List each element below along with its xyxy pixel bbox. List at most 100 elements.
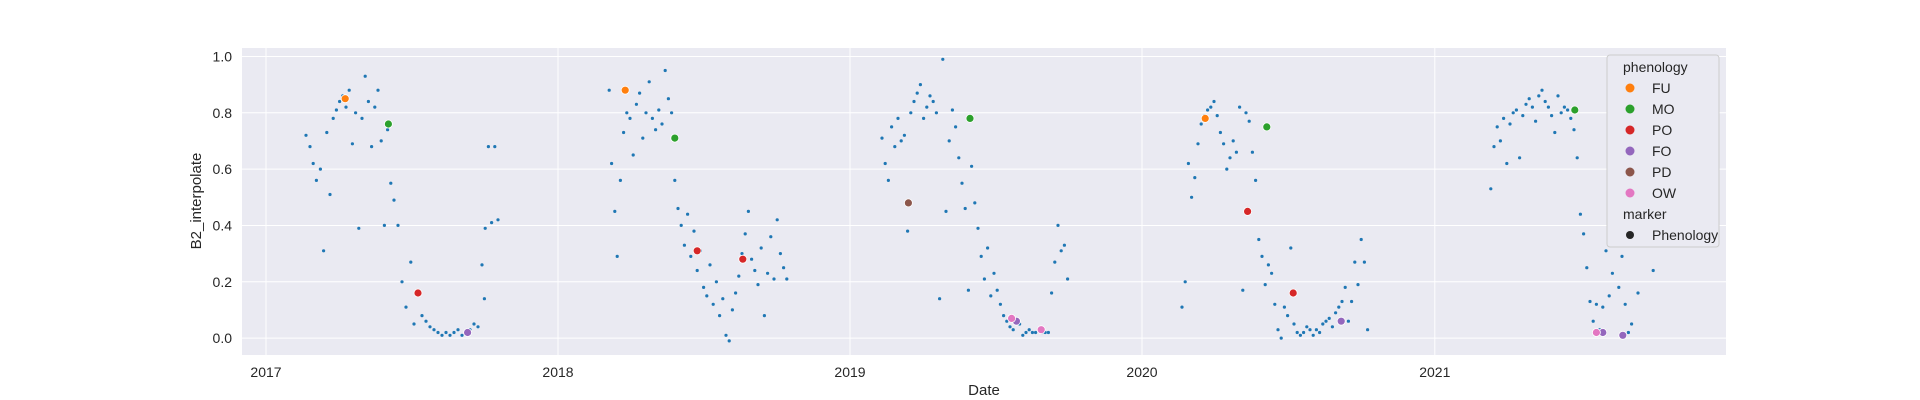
data-point xyxy=(1180,305,1184,309)
data-point xyxy=(676,206,680,211)
data-point xyxy=(718,314,722,318)
data-point xyxy=(1530,105,1534,109)
data-point xyxy=(1241,288,1245,292)
x-tick-label: 2019 xyxy=(834,364,865,380)
data-point xyxy=(1066,277,1070,281)
data-point xyxy=(347,88,351,92)
data-point xyxy=(1318,330,1322,335)
data-point xyxy=(424,319,428,323)
data-point xyxy=(1562,105,1566,109)
data-point xyxy=(938,297,942,301)
data-point xyxy=(740,252,744,256)
data-point xyxy=(1553,130,1557,135)
data-point xyxy=(1218,130,1222,135)
data-point xyxy=(906,229,910,233)
data-point xyxy=(493,145,497,149)
data-point xyxy=(328,192,332,197)
phenology-point-po xyxy=(738,254,748,264)
data-point xyxy=(1591,319,1595,323)
x-tick-label: 2021 xyxy=(1419,364,1450,380)
data-point xyxy=(1630,322,1634,326)
data-point xyxy=(714,280,719,284)
data-point xyxy=(1601,305,1605,309)
data-point xyxy=(1511,111,1515,115)
data-point xyxy=(759,246,763,250)
data-point xyxy=(610,161,614,166)
data-point xyxy=(638,91,642,95)
data-point xyxy=(1053,260,1057,264)
data-point xyxy=(1186,161,1190,166)
phenology-point-mo xyxy=(670,133,680,143)
data-point xyxy=(666,97,671,101)
data-point xyxy=(982,277,987,281)
data-point xyxy=(1582,232,1586,236)
data-point xyxy=(460,333,464,337)
data-point xyxy=(472,322,476,326)
data-point xyxy=(1588,299,1592,304)
data-point xyxy=(1270,271,1274,275)
phenology-point-mo xyxy=(1262,122,1272,132)
data-point xyxy=(1527,97,1531,101)
data-point xyxy=(727,339,731,343)
data-point xyxy=(1594,302,1598,306)
data-point xyxy=(1276,328,1280,332)
data-point xyxy=(1340,299,1344,304)
data-point xyxy=(1505,161,1509,166)
data-point xyxy=(1225,167,1229,171)
data-point xyxy=(766,271,770,275)
data-point xyxy=(1002,314,1006,318)
data-point xyxy=(1008,325,1012,329)
data-point xyxy=(370,145,374,149)
data-point xyxy=(631,153,635,157)
data-point xyxy=(1359,237,1363,242)
data-point xyxy=(775,218,779,222)
data-point xyxy=(1244,111,1248,115)
data-point xyxy=(918,83,923,87)
data-point xyxy=(448,333,452,337)
data-point xyxy=(1263,283,1267,287)
data-point xyxy=(1508,122,1512,126)
data-point xyxy=(1247,119,1251,123)
data-point xyxy=(724,333,728,337)
data-point xyxy=(1193,176,1197,180)
data-point xyxy=(1518,156,1522,160)
data-point xyxy=(654,128,658,132)
data-point xyxy=(628,116,632,120)
y-axis-label: B2_interpolate xyxy=(188,153,205,250)
data-point xyxy=(322,249,326,253)
data-point xyxy=(1314,328,1318,332)
legend-label-pd: PD xyxy=(1652,164,1671,180)
data-point xyxy=(1062,243,1066,247)
phenology-point-pd xyxy=(904,198,913,208)
data-point xyxy=(746,209,751,213)
data-point xyxy=(1324,319,1328,323)
data-point xyxy=(785,277,789,281)
data-point xyxy=(1034,330,1038,335)
data-point xyxy=(1021,333,1025,337)
data-point xyxy=(334,108,338,112)
y-tick-labels: 0.0 0.2 0.4 0.6 0.8 1.0 xyxy=(213,48,233,346)
data-point xyxy=(644,111,648,115)
data-point xyxy=(1514,108,1518,112)
data-point xyxy=(1295,330,1299,335)
data-point xyxy=(400,280,404,284)
data-point xyxy=(338,99,342,104)
data-point xyxy=(412,322,416,326)
data-point xyxy=(1604,249,1608,253)
data-point xyxy=(782,266,786,270)
legend-label-po: PO xyxy=(1652,122,1672,138)
legend-swatch-po xyxy=(1625,125,1635,135)
data-point xyxy=(607,88,611,92)
data-point xyxy=(350,142,354,146)
grid-lines xyxy=(242,48,1726,355)
data-point xyxy=(482,297,486,301)
data-point xyxy=(947,139,951,143)
data-point xyxy=(893,145,897,149)
data-point xyxy=(318,167,322,171)
data-point xyxy=(912,99,916,104)
data-point xyxy=(1330,325,1334,329)
data-point xyxy=(1250,150,1254,154)
data-point xyxy=(986,246,990,250)
series-po xyxy=(413,206,1298,298)
phenology-point-fo xyxy=(463,328,473,337)
